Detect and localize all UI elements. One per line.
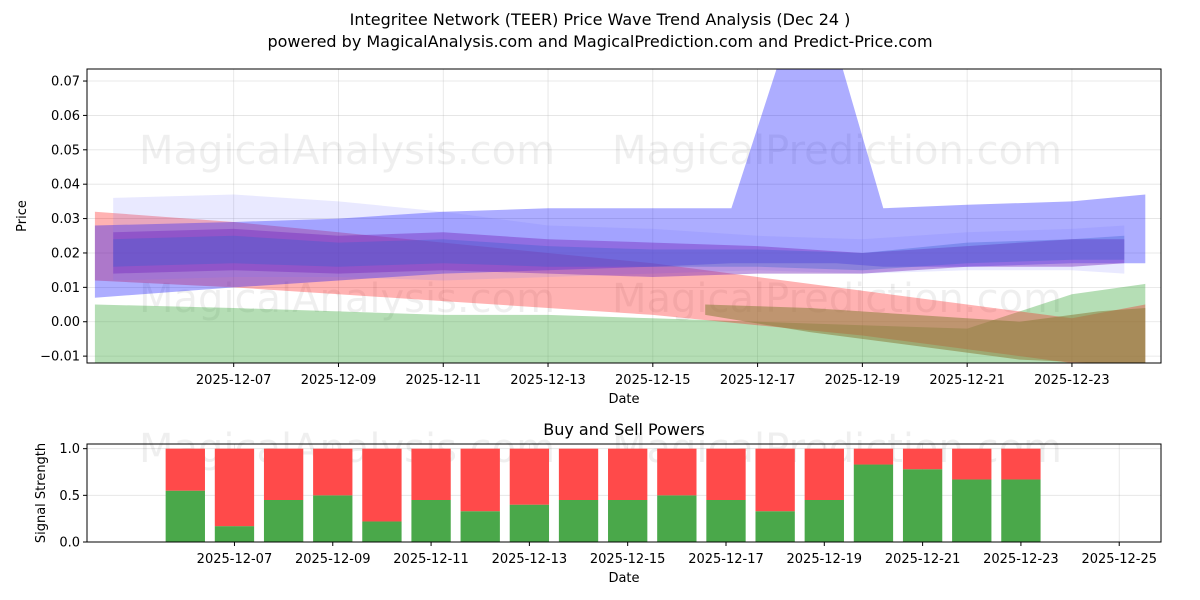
- signal-panel: Buy and Sell Powers MagicalAnalysis.com …: [34, 420, 1162, 586]
- price-x-axis: 2025-12-07 2025-12-09 2025-12-11 2025-12-13…: [196, 363, 1110, 388]
- price-ytick-label: 0.01: [51, 281, 80, 296]
- sell-bar: [853, 448, 894, 465]
- price-xtick-label: 2025-12-13: [510, 373, 586, 388]
- watermark-left-lower: MagicalAnalysis.com: [139, 276, 555, 322]
- price-plot-frame: [86, 68, 1162, 364]
- sell-bar: [411, 448, 451, 500]
- blue-band: [94, 69, 1146, 298]
- signal-plot-frame: [86, 443, 1162, 543]
- green-band: [94, 283, 1146, 363]
- price-xtick-label: 2025-12-17: [720, 373, 796, 388]
- sell-bar: [755, 448, 795, 512]
- signal-xtick-label: 2025-12-17: [688, 552, 764, 567]
- signal-x-label: Date: [608, 571, 639, 586]
- buy-bar: [313, 495, 353, 542]
- sell-bar: [509, 448, 550, 505]
- buy-bar: [853, 464, 894, 542]
- price-xtick-label: 2025-12-23: [1034, 373, 1110, 388]
- signal-xtick-label: 2025-12-19: [787, 552, 863, 567]
- buy-bar: [952, 479, 992, 542]
- buy-bar: [263, 500, 304, 542]
- signal-y-axis: 0.0 0.5 1.0: [59, 442, 87, 551]
- lavender-band: [113, 194, 1125, 281]
- sell-bar: [460, 448, 500, 512]
- price-xtick-label: 2025-12-11: [405, 373, 481, 388]
- price-xtick-label: 2025-12-09: [301, 373, 377, 388]
- sell-bar: [558, 448, 599, 500]
- price-grid: [87, 69, 1161, 363]
- sell-bar: [902, 448, 943, 470]
- buy-bar: [755, 511, 795, 542]
- buy-bar: [411, 500, 451, 542]
- price-ytick-label: 0.02: [51, 246, 80, 261]
- buy-bar: [1001, 479, 1041, 542]
- signal-ytick-label: 0.0: [59, 536, 80, 551]
- price-panel: MagicalAnalysis.com MagicalPrediction.co…: [15, 68, 1162, 407]
- signal-xtick-label: 2025-12-25: [1081, 552, 1157, 567]
- sell-bar: [706, 448, 746, 500]
- sell-bar: [608, 448, 648, 500]
- price-xtick-label: 2025-12-19: [825, 373, 901, 388]
- watermark-right: MagicalPrediction.com: [612, 128, 1062, 174]
- signal-y-label: Signal Strength: [34, 443, 49, 543]
- price-y-label: Price: [15, 200, 30, 232]
- chart-title: Integritee Network (TEER) Price Wave Tre…: [350, 10, 851, 29]
- chart-subtitle: powered by MagicalAnalysis.com and Magic…: [267, 32, 932, 51]
- buy-bar: [706, 500, 746, 542]
- buy-bar: [460, 511, 500, 542]
- sell-bar: [952, 448, 992, 480]
- price-bands: [94, 69, 1146, 363]
- signal-ytick-label: 0.5: [59, 489, 80, 504]
- price-y-axis: −0.01 0.00 0.01 0.02 0.03 0.04 0.05 0.06 0.07: [40, 75, 87, 365]
- purple-wave: [113, 228, 1125, 277]
- price-x-label: Date: [608, 392, 639, 407]
- price-ytick-label: 0.04: [51, 178, 80, 193]
- sell-bar: [214, 448, 255, 527]
- buy-bar: [362, 521, 402, 542]
- price-xtick-label: 2025-12-15: [615, 373, 691, 388]
- sell-bar: [804, 448, 844, 500]
- price-xtick-label: 2025-12-07: [196, 373, 272, 388]
- price-ytick-label: 0.05: [51, 143, 80, 158]
- signal-ytick-label: 1.0: [59, 442, 80, 457]
- watermark-left: MagicalAnalysis.com: [139, 128, 555, 174]
- price-ytick-label: 0.06: [51, 109, 80, 124]
- buy-bar: [509, 504, 550, 542]
- buy-bar: [165, 490, 205, 542]
- signal-xtick-label: 2025-12-13: [492, 552, 568, 567]
- sell-bar: [362, 448, 402, 522]
- price-ytick-label: 0.03: [51, 212, 80, 227]
- price-ytick-label: 0.07: [51, 75, 80, 90]
- sell-bar: [313, 448, 353, 496]
- sell-bar: [263, 448, 304, 500]
- buy-bar: [608, 500, 648, 542]
- signal-xtick-label: 2025-12-09: [295, 552, 371, 567]
- signal-xtick-label: 2025-12-21: [885, 552, 961, 567]
- sell-bar: [657, 448, 697, 496]
- signal-title: Buy and Sell Powers: [543, 420, 705, 439]
- price-ytick-label: 0.00: [51, 315, 80, 330]
- signal-x-axis: 2025-12-07 2025-12-09 2025-12-11 2025-12-13…: [197, 542, 1157, 567]
- buy-bar: [558, 500, 599, 542]
- signal-xtick-label: 2025-12-11: [393, 552, 469, 567]
- signal-xtick-label: 2025-12-07: [197, 552, 273, 567]
- price-xtick-label: 2025-12-21: [929, 373, 1005, 388]
- signal-bars: [165, 448, 1041, 542]
- sell-bar: [165, 448, 205, 491]
- buy-bar: [214, 526, 255, 542]
- buy-bar: [902, 469, 943, 542]
- signal-xtick-label: 2025-12-23: [983, 552, 1059, 567]
- steel-wave: [113, 235, 1125, 271]
- buy-bar: [804, 500, 844, 542]
- buy-bar: [657, 495, 697, 542]
- signal-xtick-label: 2025-12-15: [590, 552, 666, 567]
- price-ytick-label: −0.01: [40, 350, 80, 365]
- sell-bar: [1001, 448, 1041, 480]
- olive-overlap: [705, 304, 1146, 363]
